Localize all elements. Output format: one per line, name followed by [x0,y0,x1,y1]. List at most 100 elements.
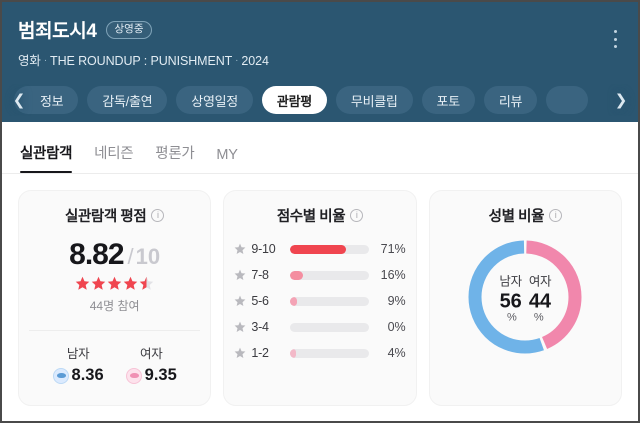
distribution-bar-fill [290,270,303,280]
meta-year: 2024 [241,54,269,68]
score-distribution-card: 점수별 비율 i 9-10 71% 7-8 16% 5-6 9% 3-4 0% 1-2 4% [223,190,417,406]
kebab-menu-icon[interactable] [606,28,624,50]
meta-english-title: THE ROUNDUP : PUNISHMENT [50,54,233,68]
title-row: 범죄도시4 상영중 [18,16,622,43]
donut-percent-row: % % [464,312,586,324]
subtab-netizen[interactable]: 네티즌 [94,146,134,162]
chevron-right-icon[interactable]: ❯ [614,92,628,109]
info-icon[interactable]: i [350,209,364,222]
subtab-real-audience[interactable]: 실관람객 [20,142,72,173]
kebab-dot [613,45,617,48]
donut-label-row: 남자 여자 [464,271,586,290]
tab-movieclip[interactable]: 무비클립 [335,86,413,114]
donut-chart-wrap: 남자 여자 56 44 % % [440,236,611,358]
donut-center-labels: 남자 여자 56 44 % % [464,271,586,324]
chevron-left-icon[interactable]: ❮ [12,92,26,109]
gender-score-split: 남자 8.36 여자 9.35 [29,330,201,385]
star-icon [139,276,154,290]
gender-card-title-text: 성별 비율 [488,209,545,225]
female-score-row: 9.35 [125,366,177,385]
subtab-critic[interactable]: 평론가 [155,146,195,162]
distribution-bar-fill [290,296,298,306]
info-icon[interactable]: i [549,209,563,222]
donut-female-percent: % [533,311,544,324]
tab-director-cast[interactable]: 감독/출연 [87,86,168,114]
distribution-bar-track [290,270,369,280]
status-badge: 상영중 [105,20,153,39]
meta-separator: · [235,55,239,66]
distribution-bar-track [290,296,369,306]
distribution-percent-label: 71% [380,242,406,256]
distribution-card-title-text: 점수별 비율 [276,209,346,225]
star-rating [29,276,200,291]
distribution-card-title: 점수별 비율 i [234,205,405,226]
donut-female-label: 여자 [528,274,552,289]
distribution-range-label: 7-8 [251,268,269,282]
distribution-bar-track [290,348,369,358]
donut-male-percent: % [507,311,517,324]
gender-donut-chart: 남자 여자 56 44 % % [464,236,586,358]
star-icon [234,321,246,333]
tab-review[interactable]: 리뷰 [483,86,538,114]
donut-male-label: 남자 [499,274,522,289]
distribution-range-label: 9-10 [251,242,276,256]
meta-category: 영화 [18,54,41,68]
distribution-percent-label: 0% [387,320,406,334]
distribution-row: 5-6 9% [234,288,406,314]
star-icon [234,243,246,255]
tab-scroll-container[interactable]: 정보 감독/출연 상영일정 관람평 무비클립 포토 리뷰 [12,86,622,114]
gender-ratio-card: 성별 비율 i 남자 여자 56 [428,190,622,406]
star-icon [107,276,122,290]
distribution-percent-label: 16% [380,268,406,282]
star-icon [234,295,246,307]
rating-card: 실관람객 평점 i 8.82 / 10 44명 참여 남자 8.36 [18,190,212,406]
kebab-dot [613,30,617,33]
rating-card-title-text: 실관람객 평점 [65,209,147,225]
donut-svg [468,240,582,354]
meta-separator: · [43,55,48,66]
distribution-row: 7-8 16% [234,262,406,288]
donut-female-value: 44 [528,290,552,313]
score-max: 10 [135,244,161,269]
subtab-my[interactable]: MY [216,147,238,163]
distribution-list: 9-10 71% 7-8 16% 5-6 9% 3-4 0% 1-2 4% [234,236,406,366]
gender-card-title: 성별 비율 i [440,205,611,226]
page-title: 범죄도시4 [18,21,97,42]
tab-strip: ❮ 정보 감독/출연 상영일정 관람평 무비클립 포토 리뷰 ❯ [2,84,638,116]
movie-meta: 영화 · THE ROUNDUP : PUNISHMENT · 2024 [18,50,622,69]
distribution-bar-track [290,322,369,332]
page-header: 범죄도시4 상영중 영화 · THE ROUNDUP : PUNISHMENT · 20… [2,2,638,122]
female-avatar-icon [125,367,142,384]
star-icon [75,276,90,290]
info-icon[interactable]: i [151,209,165,222]
stats-card-row: 실관람객 평점 i 8.82 / 10 44명 참여 남자 8.36 [2,174,638,406]
participant-count: 44명 참여 [89,299,140,313]
distribution-range-label: 5-6 [251,294,269,308]
distribution-bar-fill [290,244,346,254]
distribution-range-label: 3-4 [251,320,269,334]
female-score: 9.35 [144,366,177,384]
tab-photo[interactable]: 포토 [421,86,475,114]
distribution-percent-label: 4% [387,346,406,360]
female-label: 여자 [140,347,163,361]
male-avatar-icon [52,367,69,384]
tab-next-partial[interactable] [546,86,589,114]
male-score: 8.36 [71,366,104,384]
male-label: 남자 [66,347,90,361]
star-icon [234,347,246,359]
distribution-percent-label: 9% [387,294,406,308]
tab-schedule[interactable]: 상영일정 [176,86,253,114]
kebab-dot [613,37,617,41]
male-score-item: 남자 8.36 [52,343,104,385]
score-value: 8.82 [69,238,124,271]
distribution-range-label: 1-2 [251,346,269,360]
distribution-bar-fill [290,348,296,358]
subtab-bar: 실관람객 네티즌 평론가 MY [2,122,638,174]
donut-value-row: 56 44 [464,291,586,314]
distribution-row: 9-10 71% [234,236,406,262]
male-score-row: 8.36 [52,366,104,385]
tab-info[interactable]: 정보 [14,86,79,114]
female-score-item: 여자 9.35 [125,343,177,385]
tab-reviews[interactable]: 관람평 [261,86,327,114]
